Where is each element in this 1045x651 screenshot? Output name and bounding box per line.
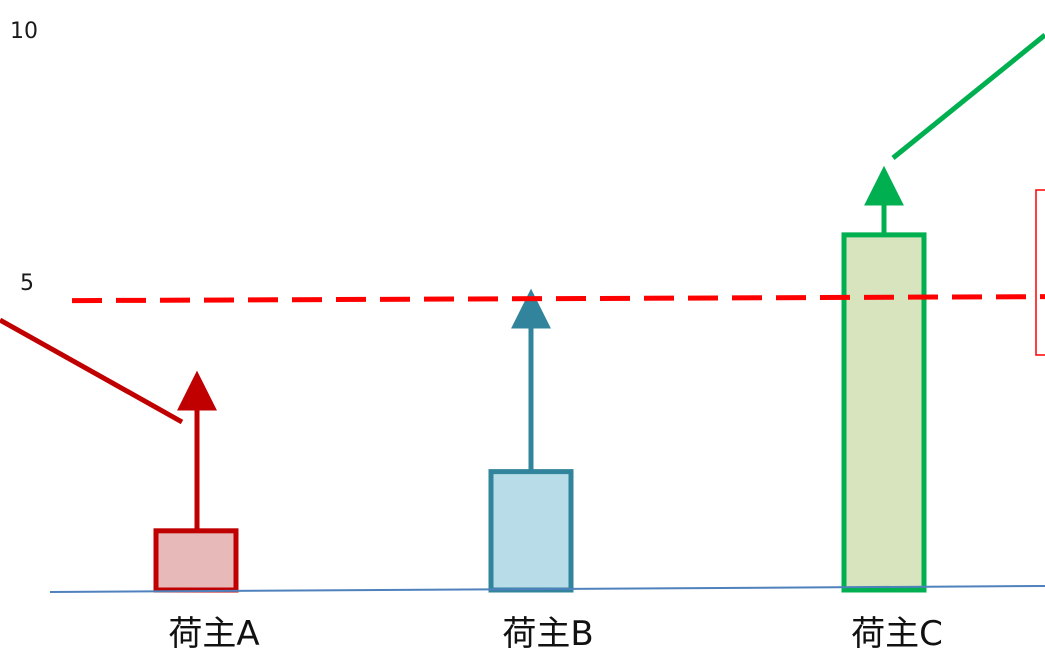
- y-tick-label: 10: [10, 19, 38, 44]
- callout-line-right: [891, 33, 1045, 160]
- callout-box: [1035, 189, 1045, 356]
- category-label: 荷主A: [168, 614, 259, 651]
- bar: [153, 528, 239, 593]
- category-label: 荷主C: [851, 614, 943, 651]
- baseline: [49, 585, 1045, 593]
- bar: [488, 469, 574, 593]
- bar: [841, 232, 927, 593]
- threshold-line: [71, 294, 1045, 304]
- category-label: 荷主B: [502, 614, 593, 651]
- y-tick-label: 5: [20, 271, 34, 296]
- callout-line-left: [0, 317, 184, 425]
